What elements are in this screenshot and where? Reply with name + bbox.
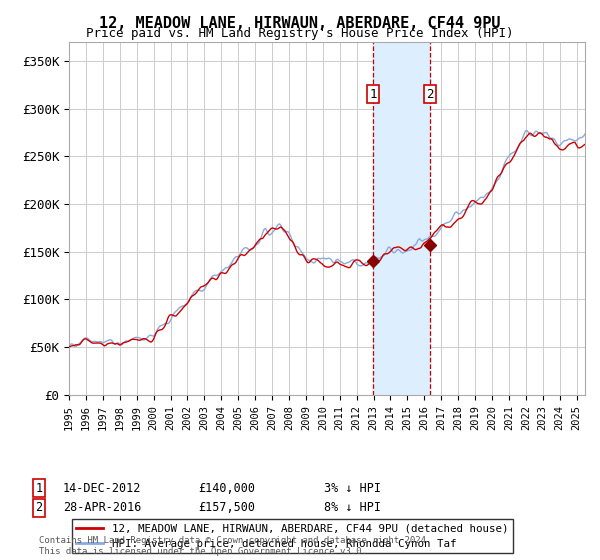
- Text: 12, MEADOW LANE, HIRWAUN, ABERDARE, CF44 9PU: 12, MEADOW LANE, HIRWAUN, ABERDARE, CF44…: [99, 16, 501, 31]
- Text: 8% ↓ HPI: 8% ↓ HPI: [324, 501, 381, 515]
- Text: Contains HM Land Registry data © Crown copyright and database right 2024.
This d: Contains HM Land Registry data © Crown c…: [39, 536, 431, 556]
- Text: 1: 1: [35, 482, 43, 495]
- Text: 2: 2: [426, 88, 434, 101]
- Bar: [373, 42, 430, 395]
- Legend: 12, MEADOW LANE, HIRWAUN, ABERDARE, CF44 9PU (detached house), HPI: Average pric: 12, MEADOW LANE, HIRWAUN, ABERDARE, CF44…: [72, 519, 513, 553]
- Text: 3% ↓ HPI: 3% ↓ HPI: [324, 482, 381, 495]
- Text: 28-APR-2016: 28-APR-2016: [63, 501, 142, 515]
- Text: Price paid vs. HM Land Registry's House Price Index (HPI): Price paid vs. HM Land Registry's House …: [86, 27, 514, 40]
- Text: 2: 2: [35, 501, 43, 515]
- Text: 1: 1: [369, 88, 377, 101]
- Text: 14-DEC-2012: 14-DEC-2012: [63, 482, 142, 495]
- Text: £140,000: £140,000: [198, 482, 255, 495]
- Text: £157,500: £157,500: [198, 501, 255, 515]
